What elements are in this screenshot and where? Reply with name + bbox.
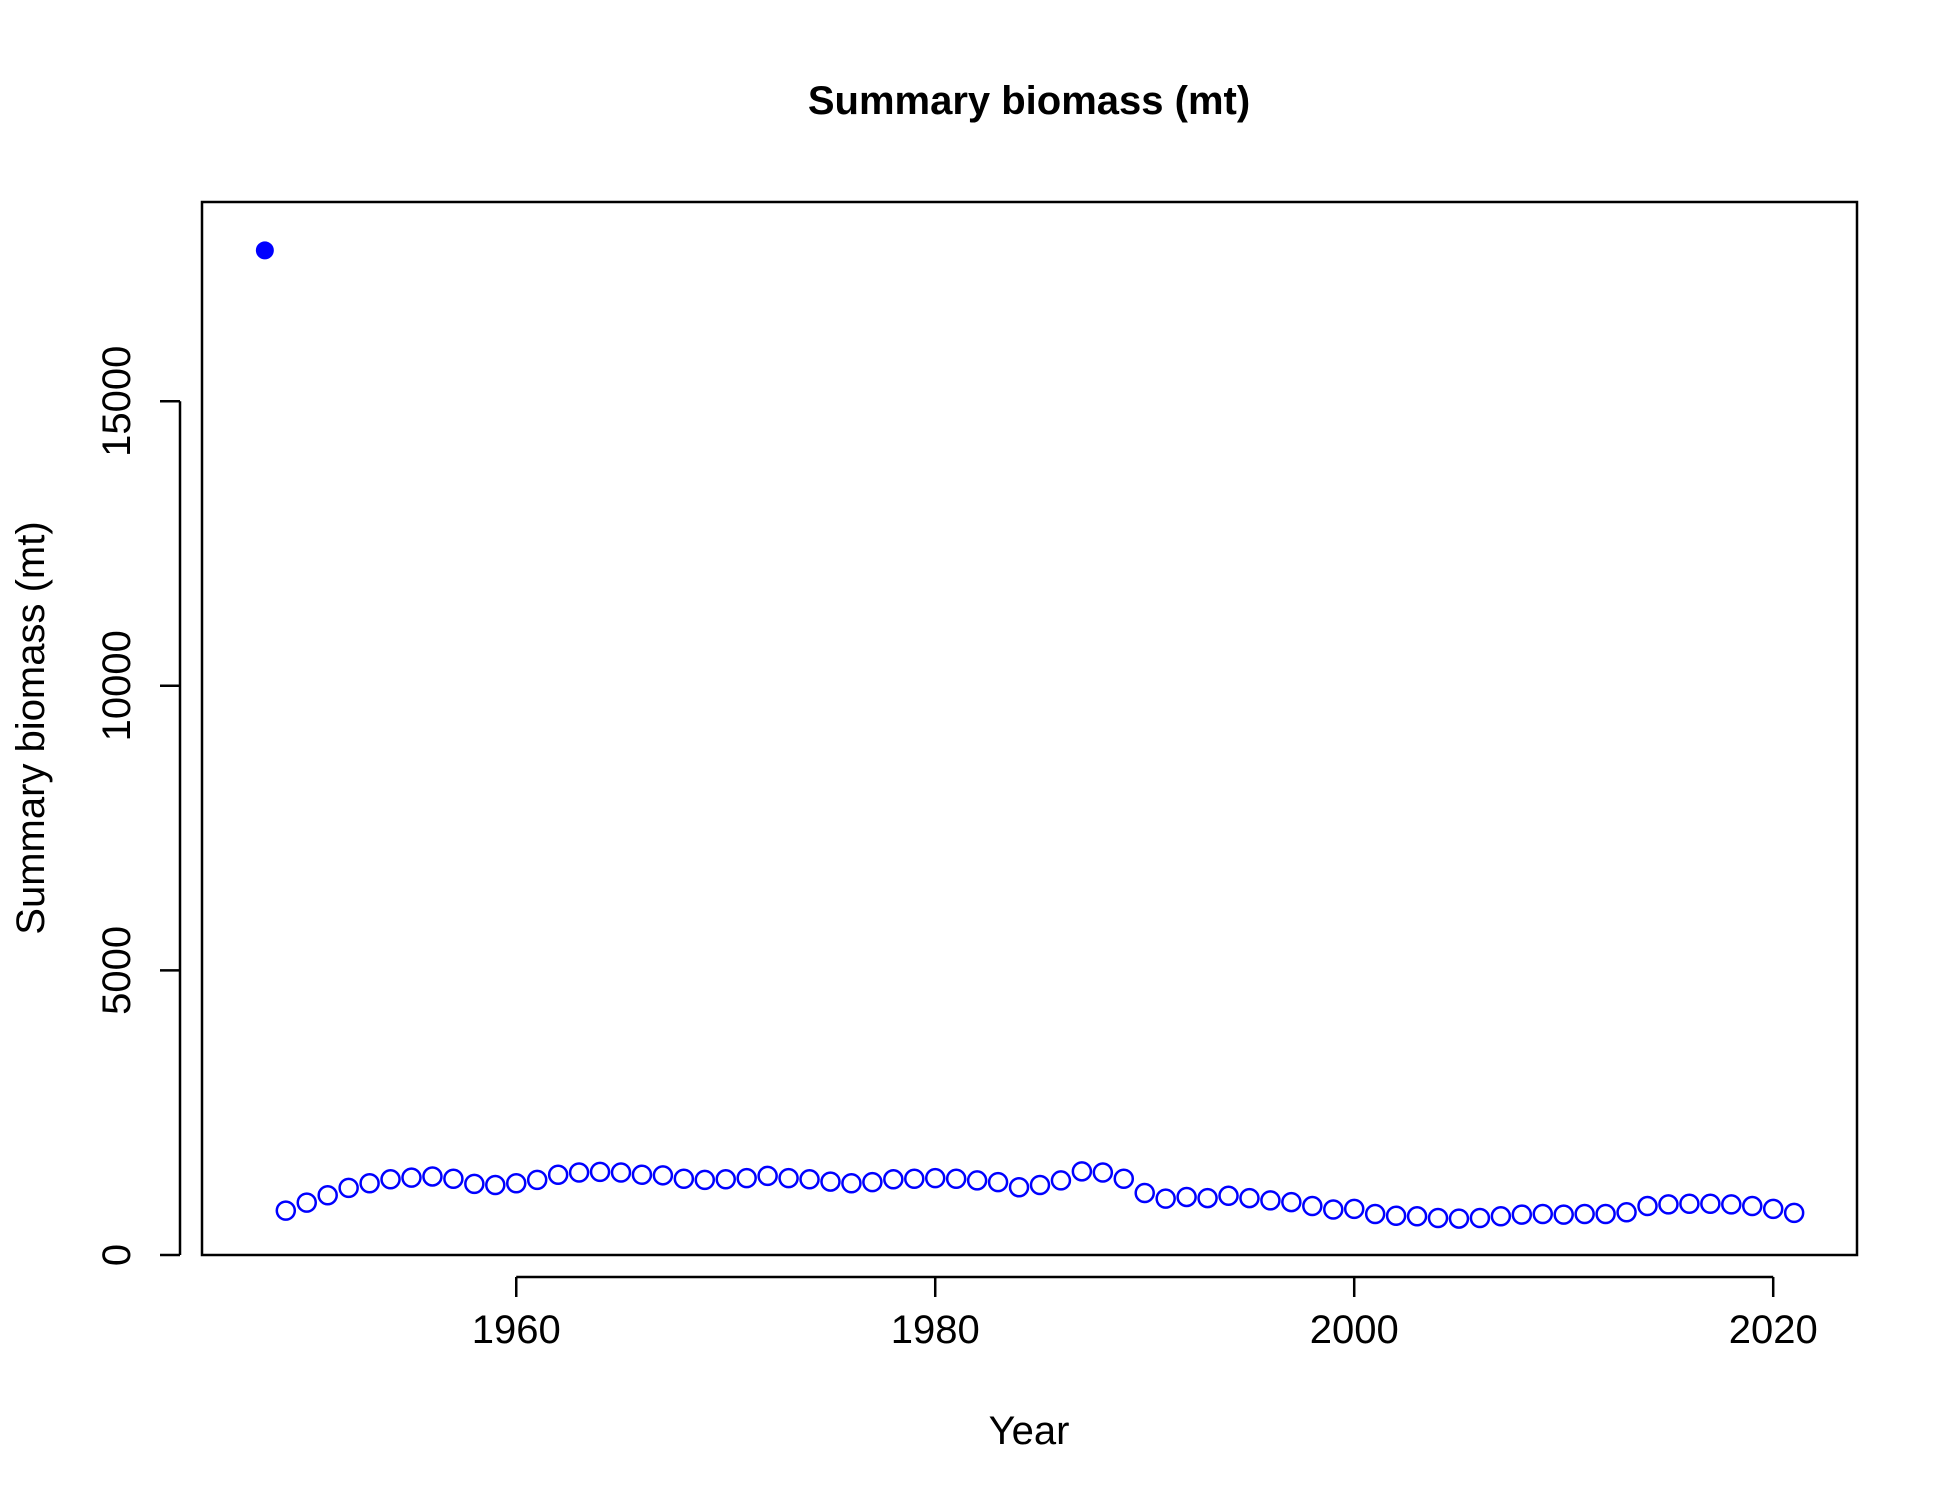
data-point <box>883 1169 904 1190</box>
data-points <box>255 241 1805 1229</box>
data-point <box>359 1173 380 1194</box>
y-tick-label: 10000 <box>95 630 139 741</box>
data-point <box>904 1168 925 1189</box>
y-tick-label: 15000 <box>95 346 139 457</box>
data-point <box>1302 1195 1323 1217</box>
x-tick-label: 2020 <box>1729 1308 1818 1352</box>
data-point <box>966 1170 988 1191</box>
data-point <box>380 1169 401 1190</box>
data-point <box>1595 1203 1616 1225</box>
data-point <box>1511 1204 1533 1225</box>
virgin-biomass-point <box>255 241 274 260</box>
data-point <box>589 1161 611 1183</box>
data-point <box>862 1171 883 1193</box>
data-point <box>547 1164 569 1185</box>
data-point <box>1679 1193 1700 1215</box>
data-point <box>338 1177 359 1199</box>
data-point <box>1574 1203 1595 1225</box>
data-point <box>1029 1174 1051 1196</box>
data-point <box>694 1169 716 1191</box>
data-point <box>443 1168 464 1189</box>
x-tick-label: 1960 <box>472 1308 561 1352</box>
y-tick-label: 5000 <box>95 926 139 1015</box>
data-point <box>1364 1203 1386 1225</box>
x-axis-label: Year <box>989 1409 1070 1453</box>
data-point <box>1008 1177 1030 1198</box>
data-point <box>1155 1188 1176 1209</box>
data-point <box>1218 1185 1239 1207</box>
data-point <box>401 1167 422 1188</box>
data-point <box>275 1200 297 1221</box>
data-point <box>1323 1199 1344 1220</box>
data-point <box>1197 1187 1218 1209</box>
data-point <box>799 1169 820 1190</box>
data-point <box>1532 1203 1554 1225</box>
data-point <box>945 1168 967 1189</box>
data-point <box>1385 1205 1407 1226</box>
data-point <box>631 1164 653 1185</box>
data-point <box>1260 1190 1281 1211</box>
data-point <box>987 1171 1009 1193</box>
data-point <box>1092 1162 1114 1183</box>
data-point <box>1742 1195 1763 1217</box>
data-point <box>1427 1207 1449 1229</box>
data-point <box>1281 1191 1302 1213</box>
data-point <box>1448 1208 1470 1229</box>
data-point <box>1637 1195 1658 1217</box>
data-point <box>736 1167 757 1189</box>
data-point <box>422 1166 443 1187</box>
data-point <box>485 1174 506 1196</box>
data-point <box>526 1169 548 1191</box>
y-axis-label: Summary biomass (mt) <box>9 521 53 934</box>
data-point <box>610 1162 632 1183</box>
data-point <box>1134 1182 1155 1204</box>
data-point <box>924 1167 946 1189</box>
data-point <box>1239 1187 1260 1209</box>
chart-title: Summary biomass (mt) <box>808 79 1250 123</box>
data-point <box>652 1165 674 1186</box>
data-point <box>317 1184 338 1206</box>
data-point <box>1721 1194 1742 1215</box>
data-point <box>505 1173 527 1194</box>
data-point <box>1658 1194 1679 1215</box>
data-point <box>820 1171 841 1192</box>
x-tick-label: 1980 <box>891 1308 980 1352</box>
data-point <box>1469 1207 1491 1229</box>
data-point <box>1616 1202 1637 1223</box>
data-point <box>464 1173 485 1195</box>
data-point <box>757 1165 778 1187</box>
data-point <box>1343 1198 1365 1220</box>
plot-frame <box>200 200 1859 1257</box>
data-point <box>1490 1206 1512 1227</box>
data-point <box>841 1173 862 1194</box>
data-point <box>1762 1198 1784 1220</box>
x-axis: 1960 1980 2000 2020 <box>472 1275 1818 1352</box>
data-point <box>715 1169 736 1190</box>
data-point <box>1553 1204 1574 1225</box>
data-point <box>568 1162 590 1183</box>
y-tick-label: 0 <box>95 1244 139 1266</box>
data-point <box>1176 1186 1197 1208</box>
data-point <box>778 1167 799 1189</box>
data-point <box>1783 1202 1805 1224</box>
data-point <box>673 1168 695 1189</box>
data-point <box>1071 1161 1093 1182</box>
data-point <box>1113 1168 1135 1189</box>
x-tick-label: 2000 <box>1310 1308 1399 1352</box>
data-point <box>1050 1170 1072 1191</box>
y-axis: 0 5000 10000 15000 <box>95 346 182 1266</box>
data-point <box>1700 1193 1721 1215</box>
data-point <box>1406 1206 1428 1227</box>
data-point <box>296 1192 317 1213</box>
